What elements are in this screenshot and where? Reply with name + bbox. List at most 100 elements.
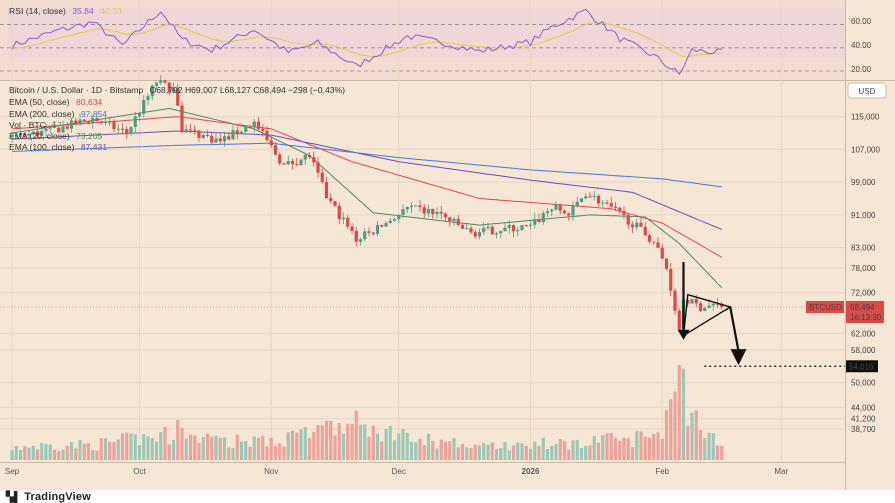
volume-bar <box>10 449 14 460</box>
time-tick-label: Sep <box>5 467 20 476</box>
volume-bar <box>626 438 630 460</box>
volume-bar <box>350 423 354 460</box>
volume-bar <box>286 432 290 460</box>
grid <box>0 0 845 462</box>
candle-body <box>401 209 405 215</box>
time-tick-label: Dec <box>392 467 406 476</box>
rsi-level-20: 20.00 <box>851 65 872 74</box>
volume-bar <box>205 433 210 460</box>
candle-body <box>601 202 605 204</box>
ema200-line <box>11 142 722 188</box>
candle-body <box>112 121 116 130</box>
candle-body <box>52 126 57 128</box>
candle-body <box>622 210 626 215</box>
candle-body <box>222 136 227 142</box>
candle-body <box>278 154 282 164</box>
candle-body <box>660 247 664 259</box>
volume-bar <box>656 432 660 460</box>
drop-arrow-head <box>677 329 690 340</box>
volume-bar <box>486 444 490 460</box>
candle-body <box>435 211 439 214</box>
candle-body <box>244 126 248 132</box>
ema50-line <box>11 116 723 258</box>
price-tick-label: 99,000 <box>851 178 876 187</box>
volume-bar <box>618 440 622 460</box>
volume-bar <box>222 437 227 460</box>
candle-body <box>142 100 146 114</box>
volume-bar <box>384 429 388 460</box>
candle-body <box>133 116 137 127</box>
volume-bar <box>14 445 18 460</box>
candle-body <box>299 159 303 166</box>
candle-body <box>443 213 448 218</box>
candle-body <box>167 82 171 93</box>
volume-bar <box>218 437 222 460</box>
volume-bar <box>103 438 108 460</box>
volume-bar <box>273 445 278 460</box>
volume-bar <box>367 436 371 460</box>
volume-bar <box>647 437 652 460</box>
price-tick-label: 38,700 <box>851 425 876 434</box>
legend-volume[interactable]: Vol · BTC 57 <box>9 120 62 130</box>
rsi-line <box>11 8 722 75</box>
volume-bar <box>558 438 562 460</box>
candle-body <box>630 224 635 228</box>
candle-body <box>520 225 524 231</box>
volume-bar <box>231 447 235 460</box>
volume-bar <box>91 449 95 460</box>
candle-body <box>516 230 520 232</box>
price-tag-value: 68,494 <box>850 303 875 312</box>
candle-body <box>588 196 592 198</box>
volume-bar <box>248 446 252 460</box>
volume-bar <box>112 442 116 460</box>
candle-body <box>48 126 52 129</box>
candle-body <box>541 213 545 223</box>
candle-body <box>341 217 346 220</box>
rsi-level-60: 60.00 <box>851 17 872 26</box>
volume-bar <box>524 445 528 460</box>
time-axis[interactable]: Sep Oct Nov Dec 2026 Feb Mar <box>5 467 789 476</box>
volume-bar <box>116 439 120 460</box>
candle-body <box>473 232 477 237</box>
legend-ema200[interactable]: EMA (200, close) 97,854 <box>9 109 107 119</box>
volume-bar <box>282 446 286 460</box>
target-price-tag-label: 54,016 <box>849 362 874 371</box>
price-tick-label: 78,000 <box>851 264 876 273</box>
price-chart[interactable]: 115,000 107,000 99,000 91,000 83,000 78,000 72… <box>0 0 895 490</box>
candle-body <box>252 121 256 128</box>
volume-bar <box>303 427 307 460</box>
candle-body <box>694 298 698 304</box>
time-tick-label: 2026 <box>522 467 540 476</box>
volume-bar <box>269 437 273 460</box>
volume-bar <box>477 445 482 460</box>
candle-body <box>664 258 669 269</box>
volume-bar <box>120 433 125 460</box>
candle-body <box>86 121 91 123</box>
candle-body <box>605 202 609 204</box>
volume-bar <box>239 441 244 460</box>
volume-bar <box>312 431 316 460</box>
candle-body <box>201 135 205 138</box>
candle-body <box>392 219 397 221</box>
legend-ema20[interactable]: EMA (20, close) 73,205 <box>9 131 103 141</box>
tradingview-logo[interactable]: ▚▌ TradingView <box>6 491 91 503</box>
volume-bar <box>363 424 367 460</box>
pattern-annotations[interactable] <box>677 261 846 367</box>
candle-body <box>371 232 375 234</box>
volume-bar <box>18 449 23 460</box>
candle-body <box>558 204 562 211</box>
volume-bar <box>137 445 142 460</box>
volume-bar <box>448 441 452 460</box>
volume-bar <box>635 431 639 460</box>
candle-body <box>397 214 401 220</box>
candle-body <box>316 162 320 173</box>
price-axis[interactable]: 115,000 107,000 99,000 91,000 83,000 78,000 72… <box>806 113 884 434</box>
legend-ema100[interactable]: EMA (100, close) 87,431 <box>9 142 107 152</box>
volume-bar <box>159 432 163 460</box>
candle-body <box>65 126 69 129</box>
candle-body <box>193 129 197 131</box>
legend-ema50[interactable]: EMA (50, close) 80,634 <box>9 97 103 107</box>
currency-button[interactable] <box>847 82 887 99</box>
volume-bar <box>31 445 35 460</box>
chart-background <box>0 0 895 490</box>
